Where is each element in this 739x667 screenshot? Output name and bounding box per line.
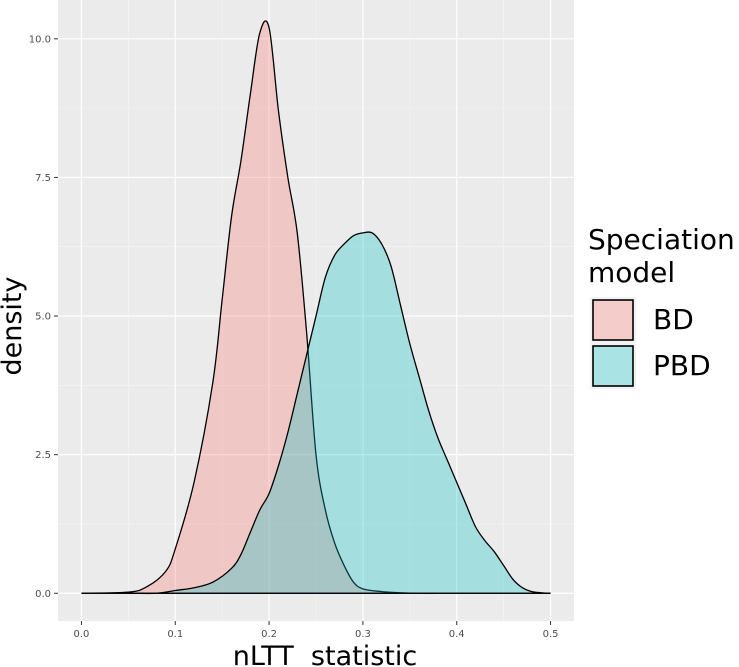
legend-label-pbd: PBD bbox=[653, 349, 711, 382]
legend-key-background bbox=[590, 297, 636, 343]
x-tick-label: 0.1 bbox=[167, 629, 183, 640]
x-axis: 0.0 0.1 0.2 0.3 0.4 0.5 bbox=[74, 621, 559, 640]
minor-gridlines bbox=[58, 0, 574, 621]
density-area-pbd bbox=[81, 231, 551, 595]
legend-key-background bbox=[590, 343, 636, 389]
legend-label-bd: BD bbox=[653, 303, 694, 336]
y-tick-label: 10.0 bbox=[29, 34, 51, 45]
x-tick-label: 0.5 bbox=[543, 629, 559, 640]
legend: Speciation model BD PBD bbox=[588, 223, 735, 389]
y-axis-title: density bbox=[0, 276, 28, 375]
density-areas bbox=[81, 20, 551, 595]
y-tick-label: 5.0 bbox=[35, 312, 51, 323]
y-tick-label: 0.0 bbox=[35, 589, 51, 600]
y-axis: 0.0 2.5 5.0 7.5 10.0 bbox=[29, 34, 58, 600]
legend-key-swatch bbox=[592, 345, 634, 387]
density-area-bd bbox=[81, 20, 551, 594]
x-tick-label: 0.3 bbox=[355, 629, 371, 640]
legend-keys: BD PBD bbox=[590, 297, 711, 389]
x-tick-label: 0.0 bbox=[74, 629, 90, 640]
x-tick-label: 0.4 bbox=[449, 629, 465, 640]
x-tick-label: 0.2 bbox=[261, 629, 277, 640]
legend-title-line-2: model bbox=[588, 256, 675, 289]
x-axis-title: nLTT statistic bbox=[233, 641, 417, 667]
y-tick-label: 2.5 bbox=[35, 450, 51, 461]
y-tick-label: 7.5 bbox=[35, 173, 51, 184]
legend-key-swatch bbox=[592, 299, 634, 341]
legend-title-line-1: Speciation bbox=[588, 223, 735, 256]
